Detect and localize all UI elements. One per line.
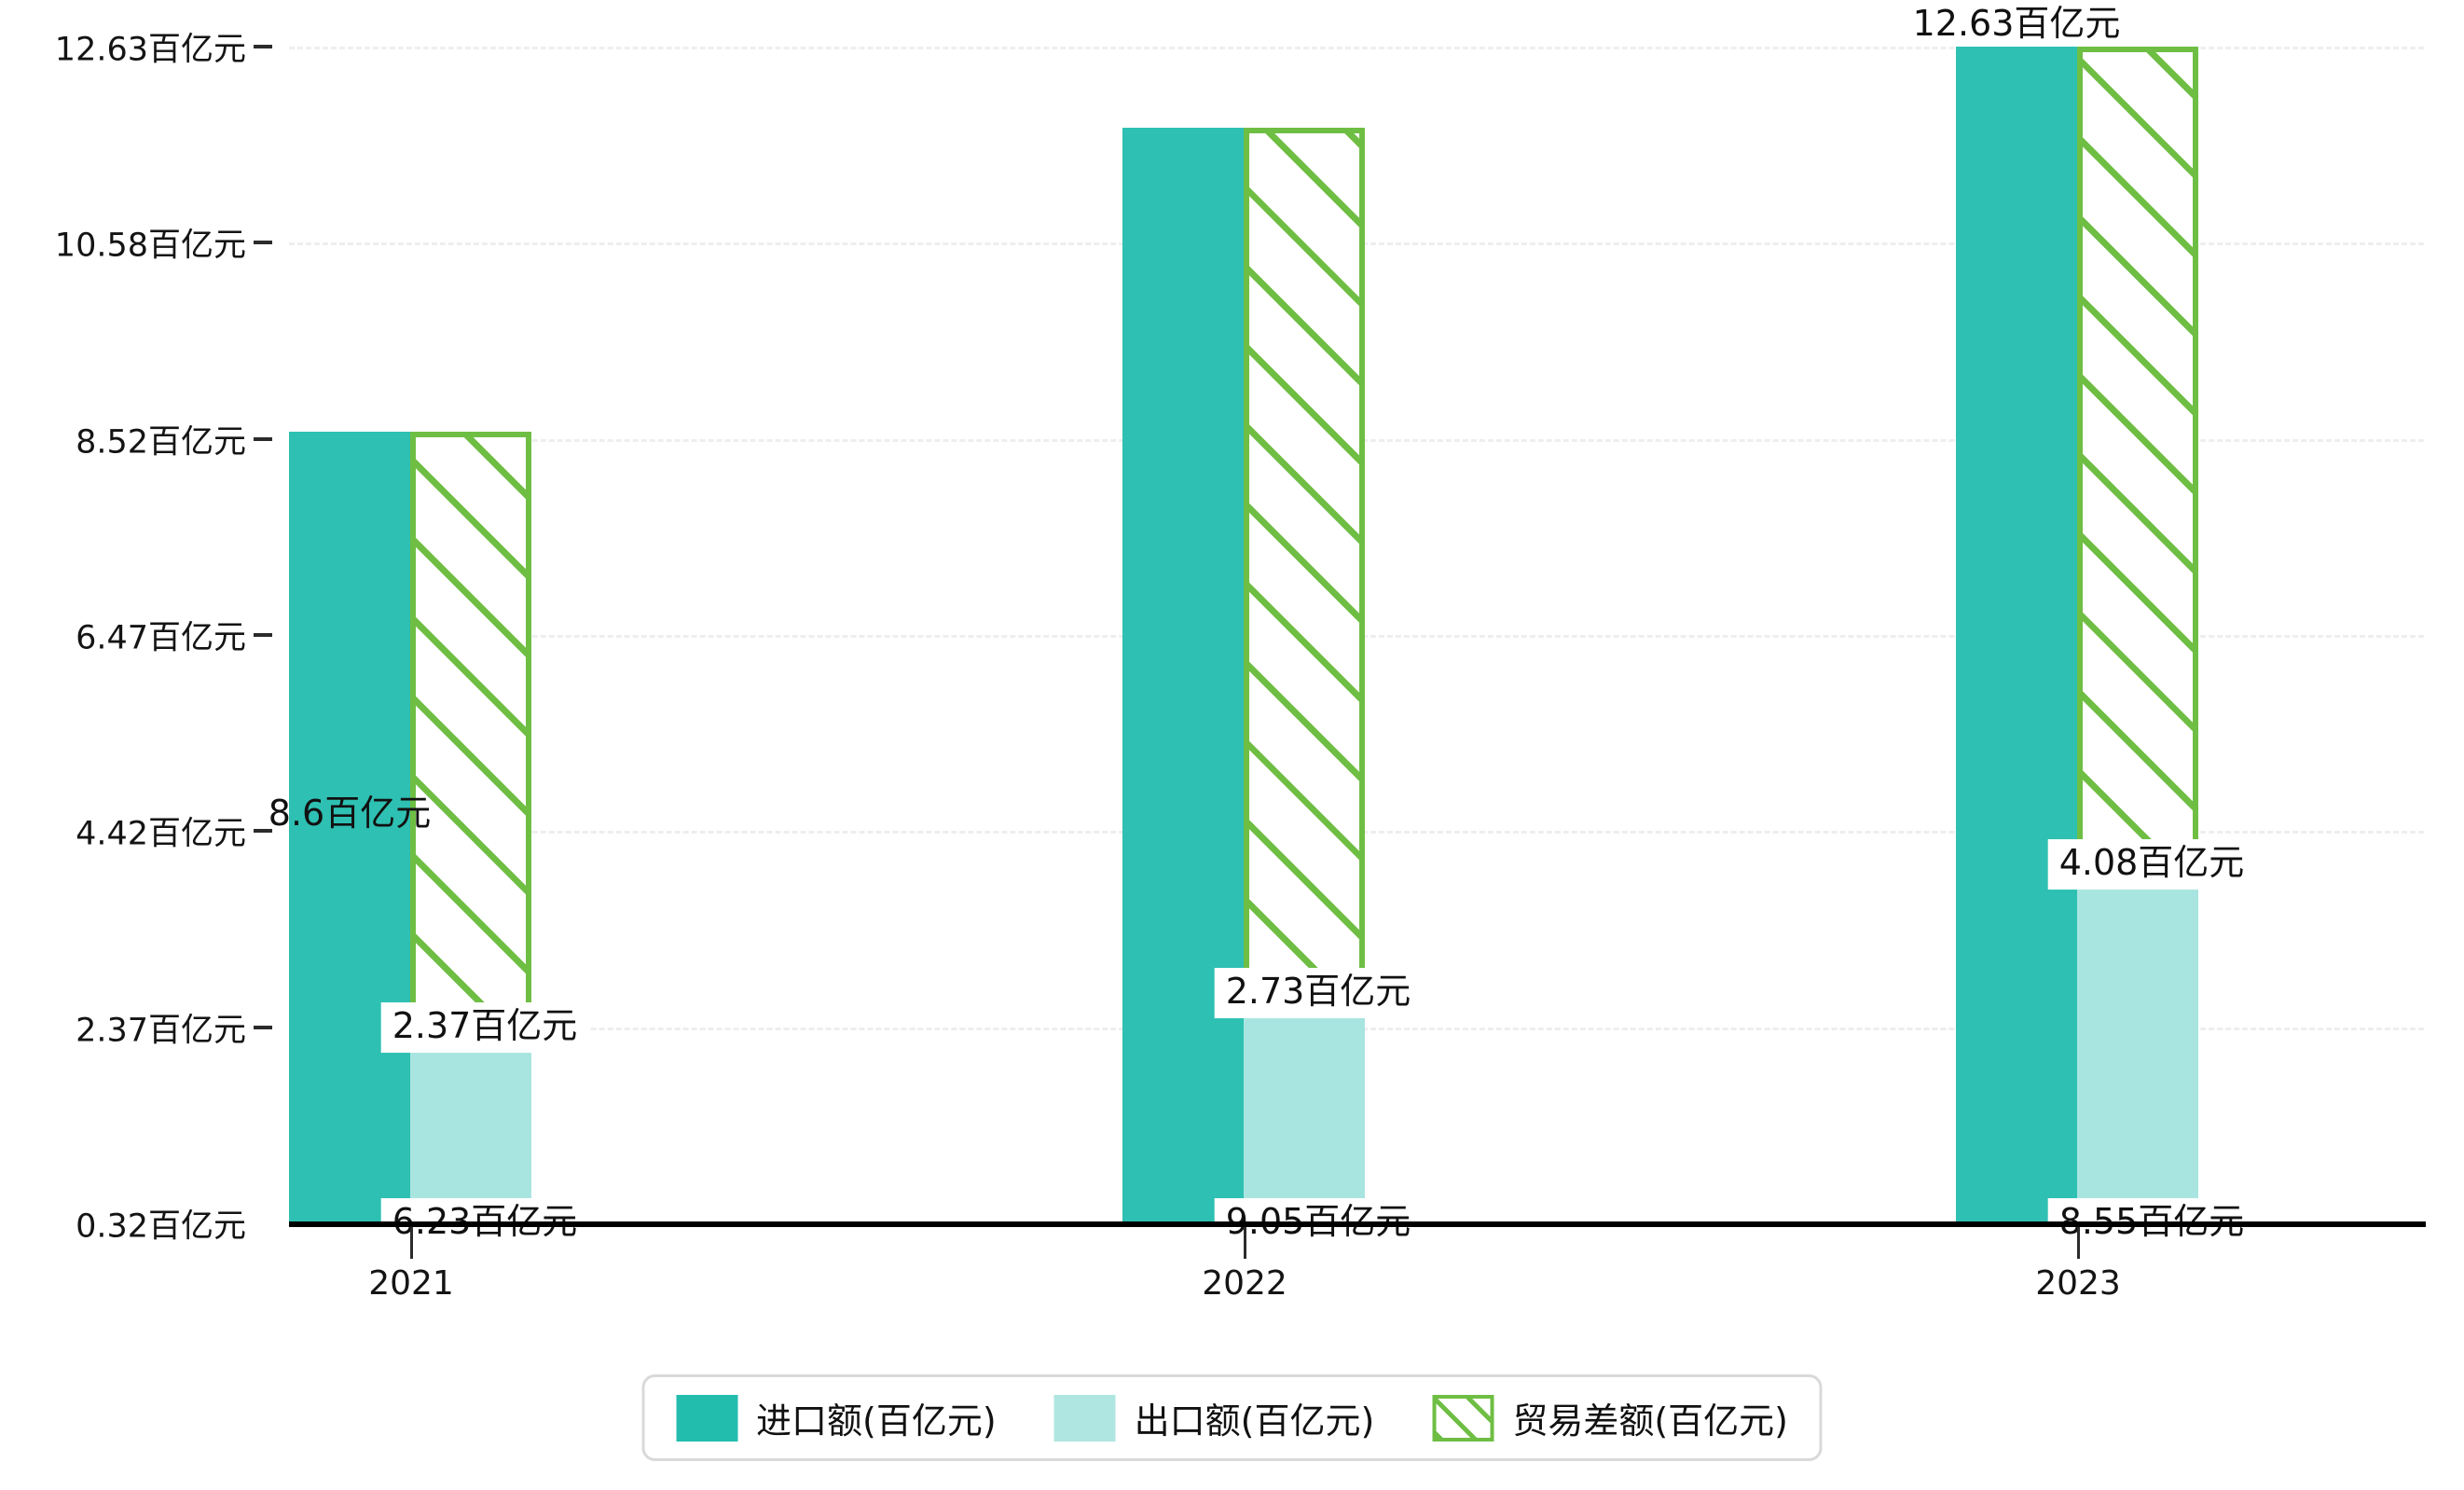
bar-balance-2022[interactable] [1244, 128, 1365, 993]
data-label-import-2021: 8.6百亿元 [268, 793, 432, 835]
bar-balance-2023[interactable] [2077, 47, 2198, 864]
legend-swatch-import-icon [676, 1394, 738, 1442]
legend-label-export: 出口额(百亿元) [1134, 1400, 1375, 1442]
y-tick-label: 4.42百亿元 [76, 815, 246, 853]
legend-item-import[interactable]: 进口额(百亿元) [676, 1392, 997, 1443]
chart-legend: 进口额(百亿元) 出口额(百亿元) 贸易差额(百亿元) [641, 1374, 1823, 1461]
y-tick-label: 10.58百亿元 [54, 227, 246, 265]
legend-label-balance: 贸易差额(百亿元) [1512, 1400, 1788, 1442]
y-tick-label: 0.32百亿元 [76, 1207, 246, 1246]
y-tick-label: 6.47百亿元 [76, 619, 246, 657]
legend-item-balance[interactable]: 贸易差额(百亿元) [1432, 1392, 1788, 1443]
x-tick-mark [2077, 1227, 2080, 1259]
gridline [289, 47, 2424, 49]
y-tick-label: 12.63百亿元 [54, 31, 246, 69]
legend-swatch-balance-icon [1432, 1394, 1494, 1442]
data-label-export-2023: 4.08百亿元 [2047, 839, 2256, 890]
y-axis: 12.63百亿元 10.58百亿元 8.52百亿元 6.47百亿元 4.42百亿… [0, 32, 280, 1246]
x-tick-mark [410, 1227, 413, 1259]
x-tick-label: 2023 [2035, 1264, 2121, 1303]
x-axis-line [289, 1221, 2426, 1227]
legend-label-import: 进口额(百亿元) [756, 1400, 997, 1442]
bar-import-2022[interactable] [1122, 128, 1244, 1223]
legend-item-export[interactable]: 出口额(百亿元) [1053, 1392, 1375, 1443]
y-tick-label: 8.52百亿元 [76, 423, 246, 462]
data-label-export-2022: 2.73百亿元 [1214, 968, 1423, 1018]
x-tick-mark [1244, 1227, 1246, 1259]
y-tick-mark [254, 829, 272, 834]
x-tick-label: 2021 [368, 1264, 454, 1303]
bar-export-2021[interactable] [410, 1028, 531, 1223]
bar-export-2023[interactable] [2077, 864, 2198, 1223]
x-tick-label: 2022 [1202, 1264, 1287, 1303]
y-tick-mark [254, 45, 272, 48]
data-label-import-2023: 12.63百亿元 [1912, 3, 2121, 45]
y-tick-mark [254, 633, 272, 637]
y-tick-mark [254, 436, 272, 441]
data-label-export-2021: 2.37百亿元 [380, 1002, 589, 1053]
y-tick-mark [254, 241, 272, 245]
legend-swatch-export-icon [1053, 1394, 1116, 1442]
bar-balance-2021[interactable] [410, 432, 531, 1028]
y-tick-mark [254, 1025, 272, 1029]
bar-import-2021[interactable] [289, 432, 410, 1223]
bar-export-2022[interactable] [1244, 993, 1365, 1223]
y-tick-label: 2.37百亿元 [76, 1012, 246, 1050]
plot-area: 8.6百亿元 6.23百亿元 2.37百亿元 11.78百亿元 9.05百亿元 … [268, 5, 2424, 1460]
bar-import-2023[interactable] [1956, 47, 2077, 1223]
